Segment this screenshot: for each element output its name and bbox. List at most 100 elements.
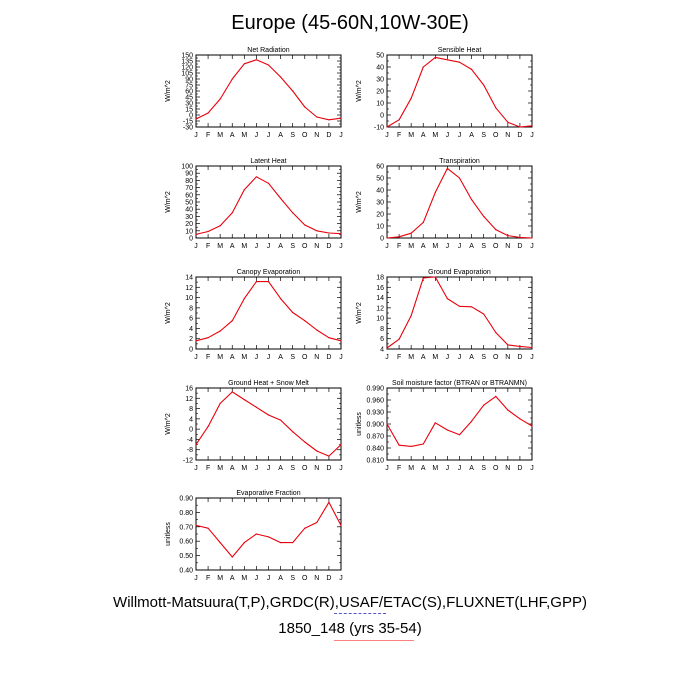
y-tick-label: 0	[380, 236, 384, 243]
x-tick-label: J	[530, 465, 534, 472]
y-tick-label: 14	[185, 275, 193, 282]
data-point	[410, 445, 412, 447]
data-point	[410, 314, 412, 317]
data-point	[446, 429, 449, 431]
series-line	[195, 176, 342, 235]
y-tick-label: 4	[380, 347, 384, 354]
data-point	[507, 121, 509, 123]
y-tick-label: 14	[376, 295, 384, 302]
data-point	[207, 337, 209, 339]
x-tick-label: A	[230, 354, 235, 361]
x-tick-label: J	[339, 243, 343, 250]
data-point	[519, 345, 521, 348]
y-tick-label: 12	[376, 305, 384, 312]
x-tick-label: J	[194, 354, 198, 361]
data-point	[279, 197, 282, 199]
x-tick-label: S	[290, 243, 295, 250]
data-point	[340, 443, 342, 446]
footer-underline-red	[334, 640, 414, 641]
x-tick-label: M	[432, 354, 438, 361]
plot-frame	[195, 497, 342, 571]
data-point	[304, 441, 306, 443]
data-point	[398, 444, 400, 446]
data-point	[304, 106, 306, 108]
y-tick-label: 20	[185, 221, 193, 228]
data-point	[434, 191, 436, 193]
y-axis-label: W/m^2	[165, 302, 172, 324]
data-point	[207, 527, 209, 529]
y-tick-label: 10	[376, 316, 384, 323]
x-tick-label: D	[326, 132, 331, 139]
data-point	[340, 524, 342, 526]
data-point	[243, 63, 245, 65]
panel-title: Ground Evaporation	[428, 269, 491, 276]
x-tick-label: J	[446, 465, 450, 472]
x-tick-label: D	[326, 243, 331, 250]
x-tick-label: M	[241, 465, 247, 472]
data-point	[410, 232, 412, 234]
y-tick-label: 0.70	[179, 524, 193, 531]
data-point	[422, 66, 424, 68]
series-line	[386, 167, 533, 239]
data-point	[507, 235, 509, 237]
y-tick-label: 40	[376, 188, 384, 195]
x-tick-label: S	[481, 132, 486, 139]
y-axis-label: W/m^2	[356, 191, 363, 213]
x-tick-label: A	[469, 132, 474, 139]
y-tick-label: 30	[376, 200, 384, 207]
data-point	[531, 125, 533, 127]
data-point	[231, 556, 233, 558]
y-tick-label: 0.80	[179, 510, 193, 517]
x-tick-label: J	[267, 575, 271, 582]
y-tick-label: 0.60	[179, 539, 193, 546]
y-tick-label: 70	[185, 185, 193, 192]
x-tick-label: F	[206, 465, 210, 472]
x-tick-label: F	[206, 243, 210, 250]
y-tick-label: -12	[183, 458, 193, 465]
chart-panel-8: Soil moisture factor (BTRAN or BTRANMN) u…	[356, 380, 534, 472]
plot-frame	[195, 387, 342, 461]
x-tick-label: J	[530, 243, 534, 250]
y-tick-label: 12	[185, 285, 193, 292]
panel-title: Soil moisture factor (BTRAN or BTRANMN)	[392, 380, 527, 387]
data-point	[470, 68, 473, 70]
data-point	[195, 118, 197, 120]
x-tick-label: A	[421, 243, 426, 250]
y-tick-label: 60	[376, 164, 384, 171]
x-tick-label: F	[397, 132, 401, 139]
data-point	[446, 167, 449, 169]
x-tick-label: J	[267, 243, 271, 250]
x-tick-label: J	[267, 354, 271, 361]
data-point	[279, 542, 282, 544]
data-point	[434, 422, 436, 424]
data-point	[267, 536, 270, 538]
y-tick-label: 16	[376, 285, 384, 292]
x-tick-label: J	[446, 243, 450, 250]
x-tick-label: D	[326, 575, 331, 582]
series-line	[195, 391, 342, 457]
data-point	[207, 112, 209, 114]
x-tick-label: O	[302, 465, 308, 472]
plot-frame	[195, 54, 342, 128]
data-point	[458, 305, 461, 307]
x-tick-label: J	[255, 354, 259, 361]
data-point	[292, 90, 294, 92]
data-point	[219, 330, 221, 332]
footer-source-line: Willmott-Matsuura(T,P),GRDC(R),USAF/ETAC…	[113, 594, 587, 611]
x-tick-label: O	[493, 354, 499, 361]
data-point	[386, 126, 388, 128]
y-tick-label: 20	[376, 89, 384, 96]
data-point	[231, 78, 233, 80]
x-tick-label: J	[385, 354, 389, 361]
data-point	[483, 215, 485, 217]
y-tick-label: 0	[189, 113, 193, 120]
data-point	[279, 419, 282, 421]
data-point	[422, 277, 424, 279]
data-point	[304, 224, 306, 226]
data-point	[386, 347, 388, 349]
data-point	[195, 524, 197, 526]
y-tick-label: 75	[185, 83, 193, 90]
data-point	[316, 329, 318, 331]
x-tick-label: D	[326, 354, 331, 361]
